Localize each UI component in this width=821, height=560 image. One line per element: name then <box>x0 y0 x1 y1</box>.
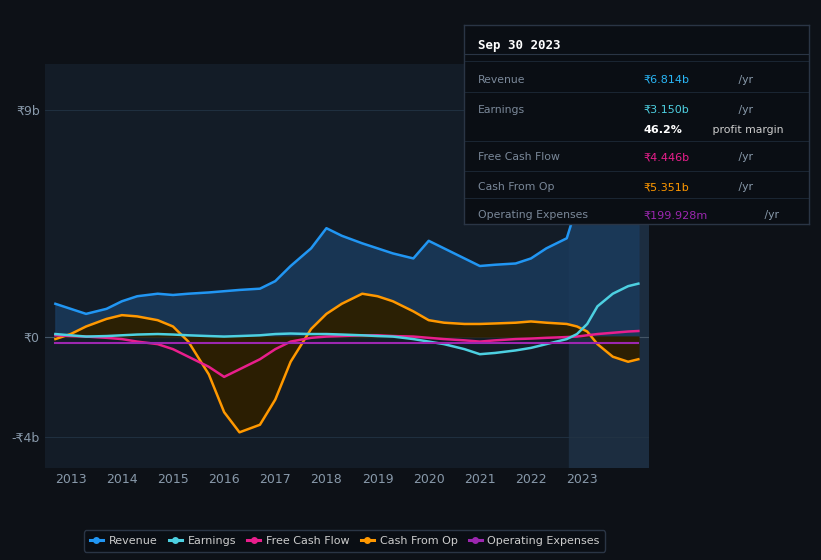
Text: /yr: /yr <box>735 152 753 162</box>
Text: profit margin: profit margin <box>709 125 783 134</box>
Text: ₹3.150b: ₹3.150b <box>643 105 689 115</box>
Text: Operating Expenses: Operating Expenses <box>478 210 588 220</box>
Text: /yr: /yr <box>735 182 753 192</box>
Text: /yr: /yr <box>735 75 753 85</box>
Text: Earnings: Earnings <box>478 105 525 115</box>
Text: ₹6.814b: ₹6.814b <box>643 75 689 85</box>
Legend: Revenue, Earnings, Free Cash Flow, Cash From Op, Operating Expenses: Revenue, Earnings, Free Cash Flow, Cash … <box>85 530 605 552</box>
Text: ₹4.446b: ₹4.446b <box>643 152 690 162</box>
Text: 46.2%: 46.2% <box>643 125 682 134</box>
Text: Cash From Op: Cash From Op <box>478 182 554 192</box>
Bar <box>569 64 649 468</box>
Text: Revenue: Revenue <box>478 75 525 85</box>
Text: Free Cash Flow: Free Cash Flow <box>478 152 560 162</box>
Text: ₹199.928m: ₹199.928m <box>643 210 708 220</box>
Text: Sep 30 2023: Sep 30 2023 <box>478 39 560 52</box>
Text: ₹5.351b: ₹5.351b <box>643 182 689 192</box>
Text: /yr: /yr <box>735 105 753 115</box>
Text: /yr: /yr <box>761 210 779 220</box>
